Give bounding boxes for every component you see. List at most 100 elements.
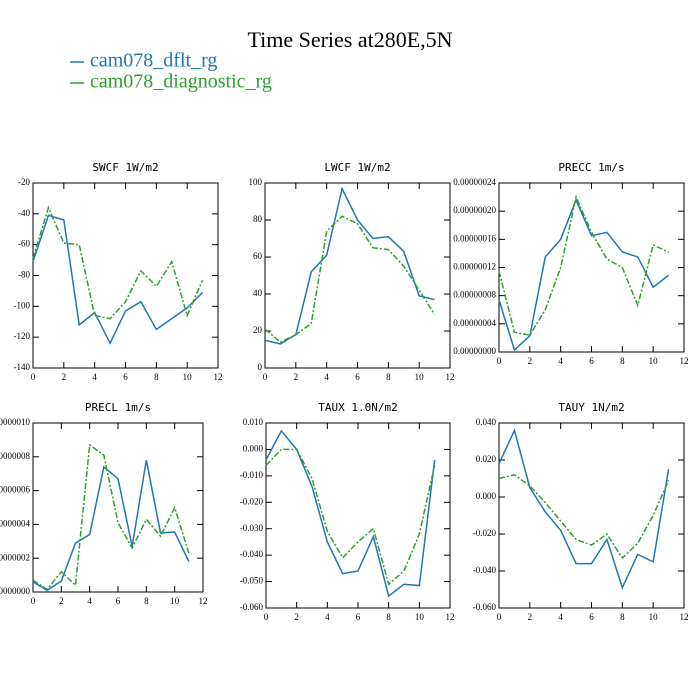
plot-frame xyxy=(32,422,204,593)
panel-title: PRECC 1m/s xyxy=(558,161,624,174)
data-line xyxy=(32,214,204,346)
x-tick-label: 12 xyxy=(199,596,208,606)
y-tick-label: 0.00000006 xyxy=(0,485,31,495)
plot-frame xyxy=(498,182,685,353)
x-tick-label: 2 xyxy=(62,372,67,382)
x-tick-label: 10 xyxy=(649,356,659,366)
y-tick-label: -0.040 xyxy=(240,549,264,559)
x-tick-label: 8 xyxy=(154,372,159,382)
x-tick-label: 10 xyxy=(183,372,193,382)
panel: SWCF 1W/m2 -140 -120 -100 -80 -60 -40 -20 0 2 4 6 8 1… xyxy=(14,161,223,382)
data-line xyxy=(32,443,190,591)
x-tick-label: 4 xyxy=(324,372,329,382)
x-tick-label: 0 xyxy=(31,372,36,382)
x-tick-label: 8 xyxy=(620,612,625,622)
panel: TAUY 1N/m2 -0.060 -0.040 -0.020 0.000 0.020 0.… xyxy=(473,401,689,622)
y-tick-label: -0.020 xyxy=(473,528,497,538)
y-tick-label: -0.010 xyxy=(240,470,264,480)
y-tick-label: 0.00000000 xyxy=(0,586,31,596)
x-tick-label: 2 xyxy=(59,596,64,606)
y-tick-label: 0.00000004 xyxy=(453,318,496,328)
y-tick-label: -60 xyxy=(18,239,30,249)
y-tick-label: 60 xyxy=(253,251,263,261)
y-tick-label: -100 xyxy=(14,300,31,310)
data-line xyxy=(32,205,204,320)
y-tick-label: 0.020 xyxy=(476,454,497,464)
data-line xyxy=(264,186,435,345)
x-tick-label: 10 xyxy=(415,372,425,382)
panel-title: LWCF 1W/m2 xyxy=(324,161,390,174)
y-tick-label: -140 xyxy=(14,362,31,372)
y-tick-label: -0.040 xyxy=(473,565,497,575)
data-line xyxy=(498,197,670,352)
x-tick-label: 8 xyxy=(144,596,149,606)
x-tick-label: 4 xyxy=(325,612,330,622)
y-tick-label: 0.00000010 xyxy=(0,417,31,427)
data-line xyxy=(265,448,436,586)
y-tick-label: 0.040 xyxy=(476,417,497,427)
data-line xyxy=(265,429,436,598)
panel-title: SWCF 1W/m2 xyxy=(92,161,158,174)
y-tick-label: -0.050 xyxy=(240,576,264,586)
x-tick-label: 6 xyxy=(356,612,361,622)
x-tick-label: 4 xyxy=(558,356,563,366)
x-tick-label: 4 xyxy=(558,612,563,622)
x-tick-label: 0 xyxy=(497,612,502,622)
y-tick-label: 40 xyxy=(253,288,263,298)
x-tick-label: 0 xyxy=(497,356,502,366)
y-tick-label: -40 xyxy=(18,208,30,218)
x-tick-label: 2 xyxy=(528,356,533,366)
x-tick-label: 2 xyxy=(528,612,533,622)
x-tick-label: 6 xyxy=(355,372,360,382)
x-tick-label: 12 xyxy=(214,372,223,382)
y-tick-label: 0.00000020 xyxy=(453,205,496,215)
panel-title: TAUY 1N/m2 xyxy=(558,401,624,414)
plot-frame xyxy=(32,182,219,369)
x-tick-label: 0 xyxy=(264,612,269,622)
x-tick-label: 8 xyxy=(386,372,391,382)
x-tick-label: 6 xyxy=(589,356,594,366)
y-tick-label: 20 xyxy=(253,325,263,335)
y-tick-label: -0.020 xyxy=(240,496,264,506)
y-tick-label: -0.030 xyxy=(240,523,264,533)
y-tick-label: -80 xyxy=(18,270,30,280)
data-line xyxy=(264,215,436,343)
y-tick-label: 0.000 xyxy=(476,491,497,501)
data-line xyxy=(498,428,670,590)
x-tick-label: 0 xyxy=(263,372,268,382)
plot-frame xyxy=(265,422,451,609)
figure-title: Time Series at280E,5N xyxy=(247,27,452,52)
x-tick-label: 12 xyxy=(446,372,455,382)
y-tick-label: 0.00000008 xyxy=(0,451,31,461)
data-line xyxy=(498,194,669,336)
x-tick-label: 6 xyxy=(589,612,594,622)
x-tick-label: 2 xyxy=(294,372,299,382)
x-tick-label: 4 xyxy=(87,596,92,606)
plot-frame xyxy=(498,422,685,609)
x-tick-label: 10 xyxy=(170,596,180,606)
y-tick-label: 0.010 xyxy=(243,417,264,427)
y-tick-label: 0.00000004 xyxy=(0,518,31,528)
panel: TAUX 1.0N/m2 -0.060 -0.050 -0.040 -0.030 -0.0… xyxy=(240,401,455,622)
x-tick-label: 10 xyxy=(649,612,659,622)
panel-title: PRECL 1m/s xyxy=(85,401,151,414)
data-line xyxy=(498,473,670,560)
x-tick-label: 6 xyxy=(116,596,121,606)
legend-label: cam078_diagnostic_rg xyxy=(90,71,272,93)
y-tick-label: -0.060 xyxy=(240,602,264,612)
x-tick-label: 8 xyxy=(386,612,391,622)
x-tick-label: 6 xyxy=(123,372,128,382)
y-tick-label: -120 xyxy=(14,331,31,341)
x-tick-label: 12 xyxy=(680,612,689,622)
y-tick-label: 0.00000024 xyxy=(453,177,496,187)
y-tick-label: 0 xyxy=(258,362,263,372)
x-tick-label: 12 xyxy=(446,612,455,622)
y-tick-label: 80 xyxy=(253,214,263,224)
y-tick-label: 100 xyxy=(249,177,263,187)
x-tick-label: 0 xyxy=(31,596,36,606)
panel: PRECC 1m/s 0.00000000 0.00000004 0.00000008… xyxy=(453,161,688,366)
y-tick-label: -20 xyxy=(18,177,30,187)
plot-frame xyxy=(264,182,451,369)
